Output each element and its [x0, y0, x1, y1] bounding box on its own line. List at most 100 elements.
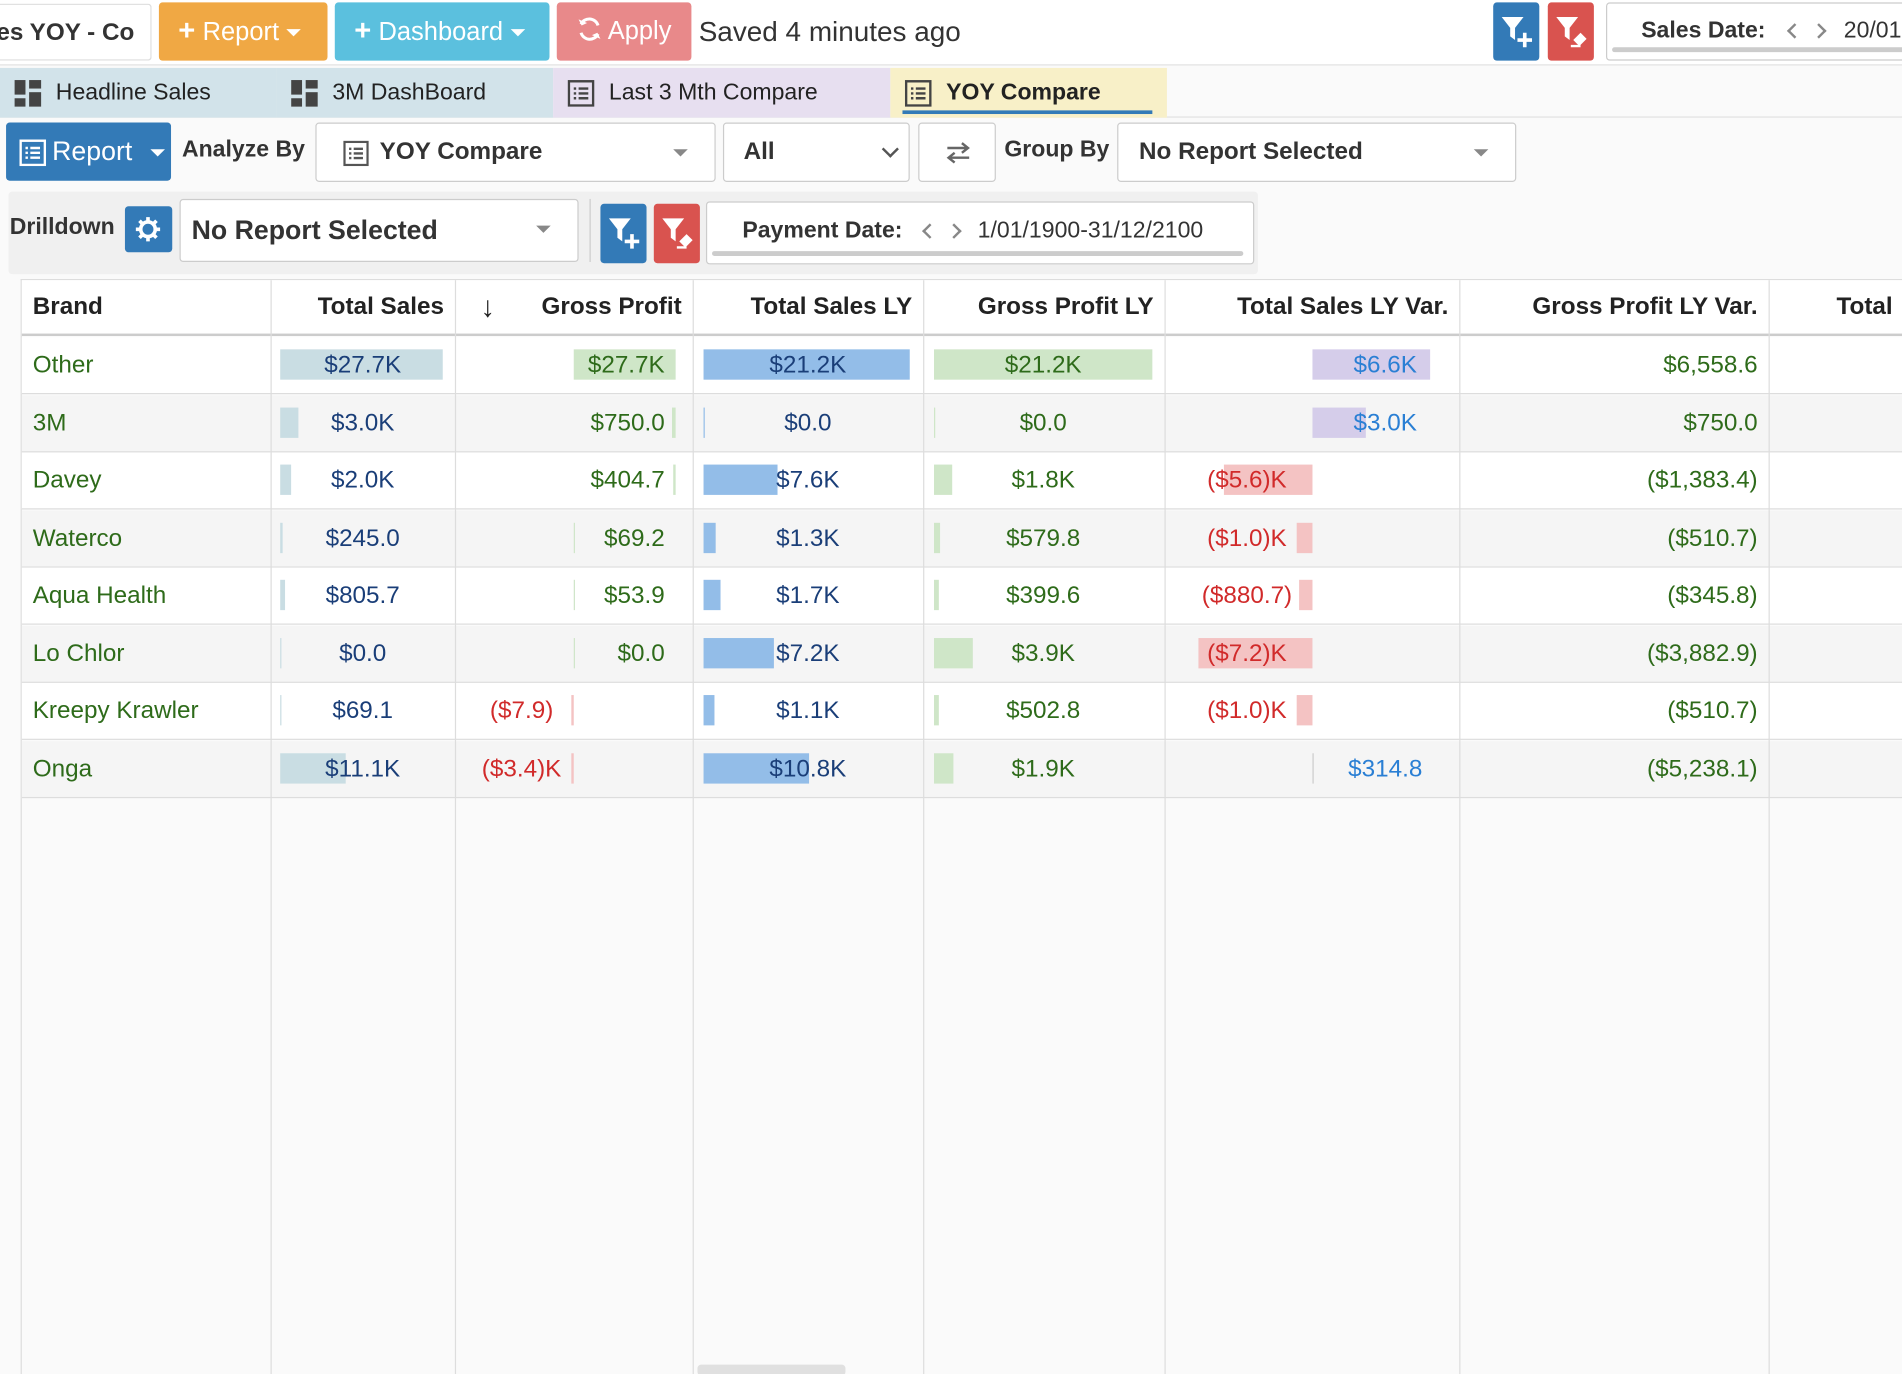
total-sales-ly-cell: $10.8K: [769, 755, 847, 782]
total-sales-bar: [280, 464, 292, 495]
group-by-select[interactable]: No Report Selected: [1117, 122, 1517, 182]
col-gross-profit-ly-var-header[interactable]: Gross Profit LY Var.: [1532, 293, 1758, 321]
total-sales-ly-bar: [703, 752, 810, 783]
filter-clear-icon: [662, 218, 693, 249]
sales-date-value: 20/01: [1843, 18, 1902, 44]
total-sales-ly-bar: [703, 637, 774, 668]
clear-filter-button[interactable]: [1547, 2, 1594, 61]
col-gross-profit-header[interactable]: Gross Profit: [541, 293, 682, 321]
filter-all-select[interactable]: All: [722, 122, 910, 182]
add-report-button[interactable]: + Report: [158, 2, 328, 61]
grid-header-row: Brand Total Sales Gross Profit Total Sales …: [21, 280, 1902, 337]
chevron-right-icon[interactable]: [1811, 23, 1827, 39]
col-gross-profit-ly-header[interactable]: Gross Profit LY: [977, 293, 1154, 321]
report-title[interactable]: es YOY - Co: [0, 3, 152, 61]
total-sales-ly-var-bar: [1312, 349, 1431, 380]
chevron-right-icon[interactable]: [946, 223, 962, 239]
tab-last-3-mth-compare[interactable]: Last 3 Mth Compare: [553, 67, 891, 118]
add-filter-button[interactable]: [1493, 2, 1540, 61]
col-brand-header[interactable]: Brand: [32, 293, 103, 321]
column-divider[interactable]: [1768, 280, 1770, 1374]
add-dashboard-label: Dashboard: [378, 18, 504, 47]
gross-profit-ly-cell: $399.6: [1006, 582, 1081, 609]
swap-button[interactable]: [918, 122, 996, 182]
tab-label: 3M DashBoard: [332, 80, 487, 106]
total-sales-ly-cell: $7.6K: [776, 467, 840, 494]
total-sales-cell: $805.7: [325, 582, 400, 609]
total-sales-ly-var-cell: ($5.6)K: [1207, 467, 1287, 494]
tab-3m-dashboard[interactable]: 3M DashBoard: [276, 67, 554, 118]
column-divider[interactable]: [1164, 280, 1166, 1374]
gross-profit-bar: [573, 579, 575, 611]
gross-profit-cell: $27.7K: [587, 351, 665, 379]
total-sales-ly-var-bar: [1312, 752, 1314, 783]
group-by-label: Group By: [1004, 137, 1110, 163]
table-row[interactable]: $11.1K ($3.4)K $10.8K $1.9K $314.8 ($5,238.1)…: [21, 740, 1902, 798]
caret-down-icon: [1473, 149, 1489, 157]
add-filter-button-2[interactable]: [600, 203, 647, 264]
sales-date-filter[interactable]: Sales Date: 20/01: [1606, 2, 1902, 61]
gross-profit-ly-cell: $0.0: [1019, 409, 1067, 437]
table-row[interactable]: $805.7 $53.9 $1.7K $399.6 ($880.7) ($345.8) Aq…: [21, 567, 1902, 625]
table-row[interactable]: $69.1 ($7.9) $1.1K $502.8 ($1.0)K ($510.7) Kre…: [21, 682, 1902, 740]
total-sales-ly-cell: $1.7K: [776, 582, 840, 609]
sort-descending-icon[interactable]: ↓: [480, 291, 495, 324]
column-divider[interactable]: [270, 280, 272, 1374]
column-divider[interactable]: [1459, 280, 1461, 1374]
total-sales-ly-var-cell: ($7.2)K: [1207, 639, 1287, 667]
tab-headline-sales[interactable]: Headline Sales: [0, 67, 277, 118]
analyze-by-select[interactable]: YOY Compare: [315, 122, 716, 182]
table-row[interactable]: $3.0K $750.0 $0.0 $0.0 $3.0K $750.0 3M: [21, 394, 1902, 452]
gross-profit-ly-cell: $579.8: [1006, 524, 1081, 552]
table-row[interactable]: $245.0 $69.2 $1.3K $579.8 ($1.0)K ($510.7) Wat…: [21, 510, 1902, 568]
gross-profit-ly-bar: [934, 464, 953, 495]
caret-down-icon: [150, 149, 165, 157]
gross-profit-cell: $0.0: [617, 639, 665, 667]
caret-down-icon: [286, 29, 301, 37]
chevron-left-icon[interactable]: [1786, 23, 1803, 39]
gross-profit-ly-var-cell: ($510.7): [1667, 524, 1758, 552]
col-total-header[interactable]: Total: [1836, 293, 1893, 321]
drilldown-select[interactable]: No Report Selected: [179, 198, 579, 263]
gross-profit-ly-bar: [934, 522, 941, 553]
table-row[interactable]: $27.7K $27.7K $21.2K $21.2K $6.6K $6,558.6 Oth…: [21, 337, 1902, 395]
payment-date-filter[interactable]: Payment Date: 1/01/1900-31/12/2100: [705, 201, 1255, 265]
total-sales-ly-cell: $1.3K: [776, 524, 840, 552]
table-row[interactable]: $2.0K $404.7 $7.6K $1.8K ($5.6)K ($1,383.4) Da…: [21, 452, 1902, 510]
top-bar: es YOY - Co + Report + Dashboard Apply Sav…: [0, 0, 1902, 66]
col-total-sales-header[interactable]: Total Sales: [317, 293, 444, 321]
gross-profit-ly-bar: [934, 752, 954, 783]
column-divider[interactable]: [692, 280, 694, 1374]
add-dashboard-button[interactable]: + Dashboard: [334, 2, 550, 61]
payment-date-value: 1/01/1900-31/12/2100: [977, 218, 1204, 244]
apply-button[interactable]: Apply: [556, 2, 692, 61]
chevron-left-icon[interactable]: [922, 223, 938, 239]
table-row[interactable]: $0.0 $0.0 $7.2K $3.9K ($7.2)K ($3,882.9) Lo Ch…: [21, 625, 1902, 683]
chevron-down-icon: [881, 140, 899, 158]
gross-profit-cell: $750.0: [590, 409, 665, 437]
tab-label: Headline Sales: [55, 80, 211, 106]
total-sales-ly-var-cell: $3.0K: [1353, 409, 1417, 437]
gross-profit-ly-cell: $21.2K: [1004, 351, 1082, 379]
analyze-by-label: Analyze By: [181, 137, 305, 163]
column-divider[interactable]: [923, 280, 925, 1374]
drilldown-settings-button[interactable]: [124, 206, 173, 253]
gross-profit-ly-var-cell: $750.0: [1683, 409, 1758, 437]
col-total-sales-ly-var-header[interactable]: Total Sales LY Var.: [1237, 293, 1449, 321]
column-divider[interactable]: [454, 280, 457, 1374]
report-menu-button[interactable]: Report: [6, 122, 172, 181]
gross-profit-bar: [571, 752, 574, 783]
horizontal-scrollbar[interactable]: [697, 1364, 846, 1374]
total-sales-cell: $69.1: [332, 697, 394, 725]
report-list-icon: [567, 80, 595, 107]
col-total-sales-ly-header[interactable]: Total Sales LY: [750, 293, 913, 321]
clear-filter-button-2[interactable]: [653, 203, 700, 264]
gross-profit-bar: [673, 464, 676, 495]
gross-profit-ly-var-cell: ($5,238.1): [1647, 755, 1758, 782]
tab-yoy-compare[interactable]: YOY Compare: [890, 67, 1167, 118]
gross-profit-cell: $404.7: [590, 467, 665, 494]
divider: [589, 198, 591, 263]
add-report-label: Report: [202, 18, 280, 47]
dashboard-tabs: Headline Sales 3M DashBoard Last 3 Mth C…: [0, 67, 1902, 118]
total-sales-ly-bar: [703, 579, 721, 611]
